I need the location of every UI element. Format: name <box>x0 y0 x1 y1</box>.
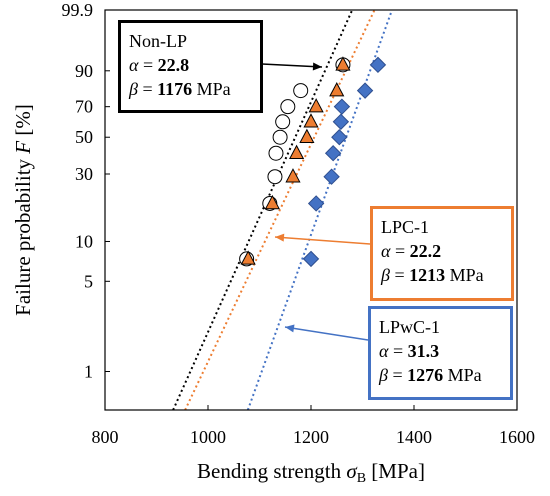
point-lpwc-1 <box>333 98 351 115</box>
point-lpwc-1 <box>302 250 320 268</box>
y-tick-label: 1 <box>84 362 93 382</box>
point-lpwc-1 <box>356 82 374 99</box>
point-non-lp <box>268 145 284 161</box>
point-lpc-1 <box>264 194 280 210</box>
y-tick-label: 10 <box>75 231 93 251</box>
point-non-lp <box>267 169 283 185</box>
x-tick-label: 1200 <box>293 427 329 447</box>
point-lpwc-1 <box>324 145 342 162</box>
y-tick-label: 5 <box>84 271 93 291</box>
point-non-lp <box>293 83 309 99</box>
x-tick-label: 1000 <box>190 427 226 447</box>
point-non-lp <box>272 129 288 145</box>
arrow-non-lp-shaft <box>261 63 323 68</box>
point-lpc-1 <box>303 113 319 128</box>
y-tick-label: 99.9 <box>62 0 94 20</box>
arrow-lpc-1-head <box>275 233 285 242</box>
x-axis-title: Bending strength σB [MPa] <box>197 459 425 486</box>
point-lpc-1 <box>285 168 301 183</box>
point-lpc-1 <box>240 250 256 265</box>
legend-lpc-1-name: LPC-1 <box>381 217 430 237</box>
point-lpc-1 <box>335 56 351 71</box>
legend-arrows <box>261 62 371 341</box>
y-axis-title: Failure probability F [%] <box>11 104 35 316</box>
point-lpwc-1 <box>369 56 387 74</box>
arrow-non-lp-head <box>312 62 322 71</box>
y-tick-label: 50 <box>75 127 93 147</box>
point-lpwc-1 <box>307 195 325 212</box>
point-lpwc-1 <box>323 168 340 185</box>
legend-non-lp-alpha: α = 22.8 <box>129 55 190 75</box>
fit-line-lpwc-1 <box>246 10 393 410</box>
point-lpc-1 <box>308 98 324 113</box>
x-tick-label: 1400 <box>396 427 432 447</box>
fit-line-lpc-1 <box>184 10 376 410</box>
legend-lpwc-1: LPwC-1 α = 31.3 β = 1276 MPa <box>368 306 513 400</box>
y-tick-label: 90 <box>75 61 93 81</box>
point-lpc-1 <box>299 128 315 143</box>
point-lpwc-1 <box>331 129 348 146</box>
point-lpwc-1 <box>332 113 350 130</box>
x-tick-label: 800 <box>92 427 119 447</box>
point-lpc-1 <box>288 144 305 159</box>
legend-lpc-1: LPC-1 α = 22.2 β = 1213 MPa <box>370 206 514 301</box>
legend-non-lp-beta: β = 1176 MPa <box>129 79 231 99</box>
legend-lpc-1-alpha: α = 22.2 <box>381 241 442 261</box>
data-points <box>239 56 387 268</box>
legend-non-lp: Non-LP α = 22.8 β = 1176 MPa <box>118 20 263 113</box>
point-lpc-1 <box>329 82 345 97</box>
point-non-lp <box>280 99 296 115</box>
x-tick-labels: 800 1000 1200 1400 1600 <box>92 405 535 447</box>
legend-lpwc-1-beta: β = 1276 MPa <box>379 365 482 385</box>
arrow-lpc-1-shaft <box>274 236 371 245</box>
point-non-lp <box>275 114 291 130</box>
legend-non-lp-name: Non-LP <box>129 31 187 51</box>
fit-line-non-lp <box>172 10 354 410</box>
x-tick-label: 1600 <box>499 427 535 447</box>
fit-lines <box>172 10 393 410</box>
legend-lpwc-1-alpha: α = 31.3 <box>379 341 440 361</box>
y-tick-labels: 1 5 10 30 50 70 90 99.9 <box>62 0 110 382</box>
legend-lpc-1-beta: β = 1213 MPa <box>381 265 484 285</box>
y-tick-label: 70 <box>75 97 93 117</box>
y-tick-label: 30 <box>75 164 93 184</box>
legend-lpwc-1-name: LPwC-1 <box>379 317 441 337</box>
arrow-lpwc-1-head <box>285 324 295 333</box>
arrow-lpwc-1-shaft <box>284 326 369 341</box>
